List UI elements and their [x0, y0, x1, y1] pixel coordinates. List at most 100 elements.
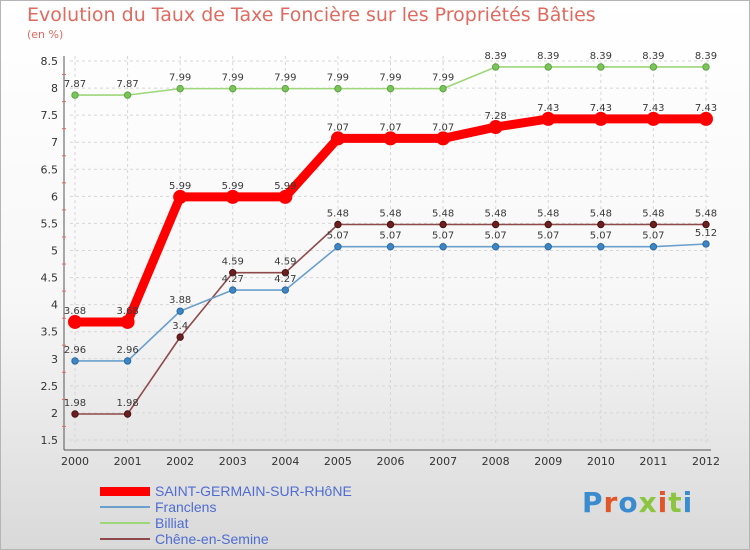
- data-label: 7.87: [64, 79, 86, 90]
- data-label: 7.07: [379, 122, 401, 133]
- data-label: 2.96: [116, 345, 138, 356]
- data-label: 5.07: [642, 231, 664, 242]
- y-tick-label: 1.5: [41, 434, 59, 447]
- data-label: 2.96: [64, 345, 86, 356]
- data-point: [491, 63, 500, 71]
- data-label: 8.39: [642, 51, 664, 62]
- data-label: 4.59: [274, 257, 296, 268]
- y-tick-label: 7.5: [41, 109, 59, 122]
- legend-swatch: [100, 506, 150, 508]
- logo-letter: P: [582, 486, 604, 519]
- x-tick-label: 2010: [587, 455, 615, 468]
- data-label: 5.99: [274, 181, 296, 192]
- data-label: 5.07: [485, 231, 507, 242]
- proxiti-logo: Proxiti: [582, 486, 693, 519]
- data-point: [597, 63, 605, 71]
- y-tick-label: 8: [51, 82, 58, 95]
- data-label: 7.07: [327, 122, 349, 133]
- data-point: [649, 220, 658, 229]
- logo-letter: r: [603, 486, 619, 519]
- data-point: [176, 333, 184, 341]
- data-point: [176, 84, 184, 93]
- data-label: 4.27: [274, 274, 296, 285]
- data-point: [386, 243, 395, 251]
- data-point: [176, 307, 184, 315]
- data-label: 7.43: [695, 103, 717, 114]
- data-label: 7.99: [222, 73, 244, 84]
- data-label: 7.28: [485, 111, 507, 122]
- data-label: 8.39: [537, 51, 559, 62]
- y-tick-label: 2.5: [41, 380, 59, 393]
- legend-swatch: [100, 486, 150, 496]
- data-label: 8.39: [485, 51, 507, 62]
- data-point: [702, 240, 710, 248]
- data-point: [649, 243, 658, 251]
- chart-title: Evolution du Taux de Taxe Foncière sur l…: [27, 4, 596, 26]
- x-tick-label: 2011: [639, 455, 667, 468]
- data-label: 5.07: [327, 231, 349, 242]
- data-label: 7.99: [327, 73, 349, 84]
- y-tick-label: 5: [51, 245, 58, 258]
- x-tick-label: 2009: [534, 455, 562, 468]
- data-label: 5.07: [537, 231, 559, 242]
- data-point: [68, 314, 82, 329]
- x-tick-label: 2005: [324, 455, 352, 468]
- data-label: 1.98: [64, 398, 86, 409]
- data-label: 7.87: [116, 79, 138, 90]
- data-point: [593, 111, 608, 126]
- data-point: [71, 357, 79, 365]
- legend-swatch: [100, 522, 150, 524]
- data-label: 7.99: [169, 73, 191, 84]
- legend-label: SAINT-GERMAIN-SUR-RHôNE: [155, 483, 352, 499]
- data-point: [439, 243, 447, 251]
- data-label: 7.99: [432, 73, 454, 84]
- x-tick-label: 2001: [114, 455, 142, 468]
- data-label: 5.48: [485, 209, 507, 220]
- data-label: 1.98: [116, 398, 138, 409]
- data-point: [439, 220, 447, 229]
- data-point: [436, 131, 451, 146]
- y-tick-label: 6.5: [41, 163, 59, 176]
- data-point: [71, 91, 79, 99]
- data-point: [173, 189, 188, 204]
- data-label: 8.39: [590, 51, 612, 62]
- data-point: [278, 189, 293, 204]
- data-point: [123, 91, 132, 99]
- x-tick-label: 2006: [377, 455, 405, 468]
- data-point: [123, 410, 132, 418]
- data-point: [334, 220, 342, 229]
- logo-letter: t: [668, 486, 683, 519]
- data-point: [229, 286, 237, 294]
- data-point: [229, 268, 237, 277]
- data-point: [281, 286, 290, 294]
- data-point: [439, 84, 447, 93]
- data-point: [491, 220, 500, 229]
- data-point: [281, 84, 290, 93]
- data-point: [386, 220, 395, 229]
- data-point: [544, 63, 552, 71]
- data-label: 7.99: [379, 73, 401, 84]
- y-tick-label: 4: [51, 299, 58, 312]
- data-point: [383, 131, 398, 146]
- data-point: [123, 357, 132, 365]
- y-tick-label: 4.5: [41, 272, 59, 285]
- data-label: 7.43: [590, 103, 612, 114]
- data-point: [120, 314, 135, 329]
- data-point: [491, 243, 500, 251]
- data-point: [229, 84, 237, 93]
- data-point: [488, 120, 503, 135]
- y-tick-label: 3.5: [41, 326, 59, 339]
- data-label: 7.07: [432, 122, 454, 133]
- x-tick-label: 2012: [692, 455, 720, 468]
- data-point: [597, 243, 605, 251]
- data-point: [544, 243, 552, 251]
- data-label: 5.12: [695, 228, 717, 239]
- data-label: 5.48: [695, 209, 717, 220]
- data-point: [330, 131, 345, 146]
- data-label: 5.99: [169, 181, 191, 192]
- y-tick-label: 3: [51, 353, 58, 366]
- data-label: 5.99: [222, 181, 244, 192]
- data-point: [281, 268, 290, 277]
